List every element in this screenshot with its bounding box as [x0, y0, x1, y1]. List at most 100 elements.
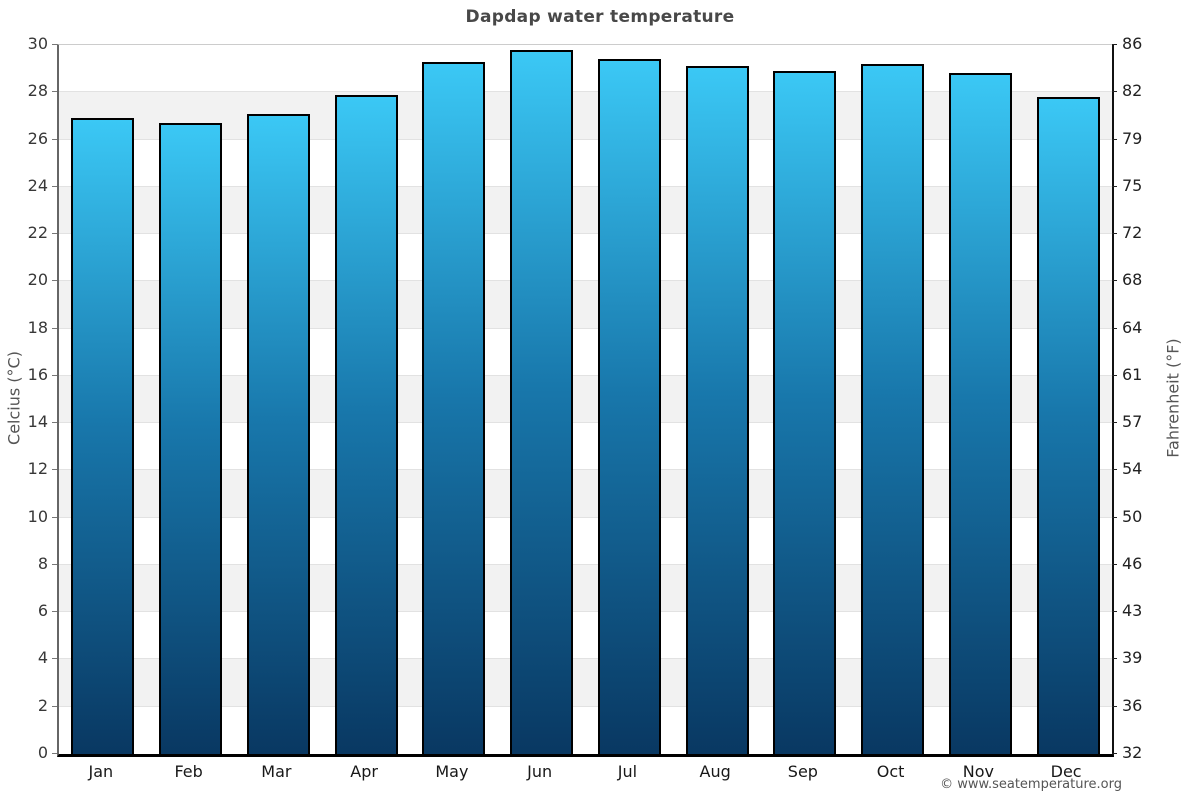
gridline [59, 233, 1112, 235]
xlabel-dec: Dec [1050, 762, 1082, 781]
grid-band-white [59, 423, 1112, 471]
ytick-celsius-0: 0 [37, 743, 48, 762]
xlabel-jul: Jul [617, 762, 638, 781]
ytick-fahrenheit-72: 72 [1122, 223, 1143, 243]
bar-feb [159, 123, 223, 754]
grid-band-white [59, 706, 1112, 754]
ytick-celsius-8: 8 [37, 553, 48, 573]
ytick-mark-left [52, 138, 57, 140]
ytick-celsius-20: 20 [27, 270, 48, 290]
ytick-fahrenheit-68: 68 [1122, 270, 1143, 290]
ytick-mark-left [52, 705, 57, 707]
gridline [59, 563, 1112, 565]
xlabel-jun: Jun [527, 762, 553, 781]
copyright-credit: © www.seatemperature.org [940, 777, 1122, 792]
ytick-mark-right [1112, 563, 1117, 565]
ytick-celsius-12: 12 [27, 459, 48, 479]
grid-band-gray [59, 659, 1112, 707]
ytick-mark-right [1112, 233, 1117, 235]
ytick-mark-left [52, 422, 57, 424]
gridline [59, 91, 1112, 93]
ytick-celsius-6: 6 [37, 601, 48, 621]
grid-band-white [59, 234, 1112, 282]
ytick-mark-right [1112, 753, 1117, 754]
ytick-celsius-22: 22 [27, 223, 48, 243]
ytick-fahrenheit-39: 39 [1122, 648, 1143, 668]
ytick-celsius-14: 14 [27, 412, 48, 432]
ytick-mark-right [1112, 91, 1117, 93]
bar-slot-apr [322, 45, 410, 754]
bar-slot-nov [937, 45, 1025, 754]
bar-jul [597, 59, 661, 754]
ytick-mark-left [52, 327, 57, 329]
bar-may [422, 61, 486, 754]
ytick-celsius-24: 24 [27, 175, 48, 195]
gridline [59, 658, 1112, 660]
ytick-mark-left [52, 233, 57, 235]
bar-slot-jun [498, 45, 586, 754]
ytick-mark-right [1112, 185, 1117, 187]
ytick-fahrenheit-79: 79 [1122, 128, 1143, 148]
ytick-fahrenheit-50: 50 [1122, 506, 1143, 526]
ytick-mark-left [52, 658, 57, 660]
ytick-mark-left [52, 280, 57, 282]
ytick-fahrenheit-86: 86 [1122, 34, 1143, 53]
ytick-fahrenheit-43: 43 [1122, 601, 1143, 621]
ytick-mark-left [52, 516, 57, 518]
ytick-mark-left [52, 91, 57, 93]
ytick-fahrenheit-32: 32 [1122, 743, 1143, 762]
gridline [59, 185, 1112, 187]
gridline [59, 327, 1112, 329]
bar-slot-mar [235, 45, 323, 754]
grid-band-white [59, 517, 1112, 565]
ytick-fahrenheit-61: 61 [1122, 364, 1143, 384]
ytick-celsius-30: 30 [27, 34, 48, 53]
ytick-mark-right [1112, 44, 1117, 45]
ytick-fahrenheit-57: 57 [1122, 412, 1143, 432]
ytick-celsius-16: 16 [27, 364, 48, 384]
ytick-fahrenheit-54: 54 [1122, 459, 1143, 479]
plot-area [57, 44, 1114, 757]
ytick-mark-right [1112, 422, 1117, 424]
bar-jun [510, 49, 574, 754]
bar-dec [1036, 97, 1100, 754]
gridline [59, 138, 1112, 140]
grid-band-gray [59, 470, 1112, 518]
ytick-mark-left [52, 753, 57, 754]
gridline [59, 374, 1112, 376]
grid-band-gray [59, 375, 1112, 424]
ytick-celsius-18: 18 [27, 317, 48, 337]
ytick-fahrenheit-46: 46 [1122, 553, 1143, 573]
ytick-mark-right [1112, 516, 1117, 518]
bar-slot-may [410, 45, 498, 754]
gridline [59, 469, 1112, 471]
bar-jan [71, 118, 135, 754]
bar-mar [246, 113, 310, 754]
bar-slot-dec [1024, 45, 1112, 754]
xlabel-apr: Apr [350, 762, 378, 781]
ytick-mark-right [1112, 611, 1117, 613]
ytick-fahrenheit-36: 36 [1122, 695, 1143, 715]
bar-slot-jul [586, 45, 674, 754]
y-axis-label-celsius: Celcius (°C) [4, 351, 24, 445]
ytick-mark-left [52, 374, 57, 376]
gridline [59, 280, 1112, 282]
grid-band-white [59, 45, 1112, 93]
gridline [59, 516, 1112, 518]
ytick-mark-right [1112, 138, 1117, 140]
ytick-celsius-4: 4 [37, 648, 48, 668]
bar-slot-aug [673, 45, 761, 754]
bar-sep [773, 71, 837, 754]
ytick-celsius-10: 10 [27, 506, 48, 526]
bar-oct [861, 63, 925, 754]
ytick-celsius-28: 28 [27, 81, 48, 101]
bar-series [59, 45, 1112, 754]
grid-band-gray [59, 92, 1112, 140]
grid-band-white [59, 139, 1112, 187]
ytick-mark-left [52, 469, 57, 471]
ytick-mark-right [1112, 374, 1117, 376]
xlabel-oct: Oct [876, 762, 905, 781]
chart-title: Dapdap water temperature [465, 7, 735, 27]
x-axis-labels: Jan Feb Mar Apr May Jun Jul Aug Sep Oct Nov Dec [57, 762, 1110, 782]
bar-nov [948, 73, 1012, 754]
